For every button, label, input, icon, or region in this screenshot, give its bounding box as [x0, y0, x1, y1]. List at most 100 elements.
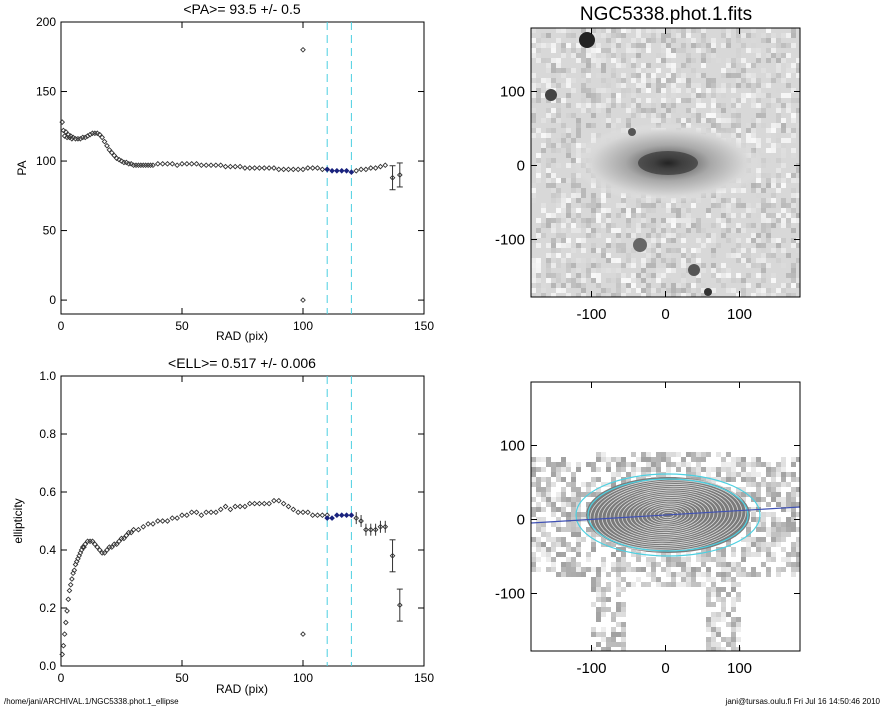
- data-point: [280, 500, 287, 507]
- x-tick-label: 100: [293, 319, 313, 333]
- data-point: [237, 163, 243, 170]
- pa-y-axis-label: PA: [15, 160, 29, 175]
- data-point: [261, 165, 268, 171]
- data-point: [348, 512, 355, 519]
- data-point: [198, 512, 205, 519]
- data-point: [232, 503, 239, 510]
- data-point: [246, 500, 253, 507]
- data-point: [232, 163, 239, 170]
- data-point: [367, 526, 374, 533]
- data-point: [275, 497, 282, 504]
- star: [545, 89, 557, 101]
- pa-chart: <PA>= 93.5 +/- 0.5 RAD (pix) PA 0 50 100 15…: [15, 1, 434, 343]
- data-point: [319, 166, 326, 173]
- data-point: [99, 134, 105, 141]
- y-tick-label: 100: [500, 84, 525, 101]
- data-point: [104, 547, 110, 553]
- ell-chart-title: <ELL>= 0.517 +/- 0.006: [168, 355, 316, 371]
- data-point: [82, 541, 89, 548]
- data-point: [94, 130, 101, 137]
- x-tick-label: 150: [414, 671, 434, 685]
- star: [628, 128, 636, 136]
- data-point: [159, 160, 166, 167]
- data-point: [203, 509, 210, 516]
- data-point: [213, 509, 219, 516]
- data-point: [188, 509, 195, 516]
- data-point: [246, 165, 253, 171]
- data-point: [150, 162, 156, 169]
- x-tick-label: 0: [58, 671, 65, 685]
- footer-path: /home/jani/ARCHIVAL.1/NGC5338.phot.1_ell…: [4, 697, 179, 706]
- y-tick-label: 0.6: [39, 485, 56, 499]
- data-point: [348, 169, 355, 176]
- data-point: [188, 160, 195, 167]
- data-point: [329, 515, 335, 521]
- data-point: [111, 152, 118, 159]
- data-point: [266, 500, 272, 507]
- ell-y-axis-label: ellipticity: [11, 498, 25, 543]
- data-point: [63, 619, 69, 626]
- data-point: [319, 512, 326, 519]
- data-point: [295, 509, 301, 516]
- data-point: [309, 165, 316, 171]
- y-tick-label: 0.0: [39, 659, 56, 673]
- data-point: [242, 503, 248, 510]
- data-point: [353, 167, 360, 174]
- y-tick-label: -100: [495, 232, 525, 249]
- y-tick-label: 100: [36, 154, 56, 168]
- data-point: [377, 163, 384, 170]
- data-point: [343, 167, 350, 174]
- data-point: [108, 544, 115, 550]
- data-point: [169, 515, 176, 521]
- data-point: [94, 544, 101, 550]
- data-point: [358, 518, 364, 524]
- image-top-ticks: -100 0 100 100 0 -100: [495, 28, 800, 323]
- pa-plot-frame: [60, 21, 425, 315]
- galaxy-core: [638, 151, 698, 175]
- data-point: [377, 523, 384, 530]
- x-tick-label: 50: [175, 671, 189, 685]
- data-point: [324, 515, 331, 521]
- data-point: [290, 166, 297, 173]
- data-point: [128, 160, 135, 167]
- data-point: [67, 581, 74, 588]
- data-point: [179, 160, 185, 167]
- y-tick-label: 0: [517, 158, 525, 175]
- bright-star: [579, 32, 595, 48]
- data-point: [305, 165, 311, 171]
- data-point: [314, 512, 321, 519]
- data-point: [123, 159, 130, 166]
- ellipticity-chart: <ELL>= 0.517 +/- 0.006 RAD (pix) ellipti…: [11, 355, 434, 696]
- data-point: [256, 165, 263, 171]
- data-point: [108, 149, 115, 156]
- x-tick-label: -100: [576, 306, 606, 323]
- data-point: [314, 165, 321, 171]
- y-tick-label: 1.0: [39, 369, 56, 383]
- data-point: [60, 642, 67, 649]
- data-point: [118, 158, 125, 164]
- galaxy-image-panel: -100 0 100 100 0 -100: [495, 27, 801, 323]
- data-point: [367, 165, 374, 171]
- y-tick-label: 0.4: [39, 543, 56, 557]
- data-point: [60, 127, 67, 134]
- data-point: [203, 162, 210, 169]
- y-tick-label: 0: [517, 512, 525, 529]
- x-tick-label: 0: [58, 319, 65, 333]
- data-point: [251, 165, 258, 171]
- data-point: [135, 526, 142, 533]
- data-point: [396, 172, 403, 178]
- data-point: [106, 147, 113, 153]
- data-point: [242, 165, 248, 171]
- data-point: [174, 162, 180, 169]
- y-tick-label: 0.2: [39, 601, 56, 615]
- data-point: [130, 526, 137, 533]
- data-point: [169, 160, 176, 167]
- data-point: [389, 174, 396, 181]
- data-point: [237, 503, 243, 510]
- data-point: [275, 166, 282, 173]
- data-point: [227, 506, 234, 513]
- data-point: [116, 538, 122, 545]
- data-point: [64, 608, 70, 614]
- data-point: [338, 512, 345, 519]
- data-point: [71, 567, 78, 574]
